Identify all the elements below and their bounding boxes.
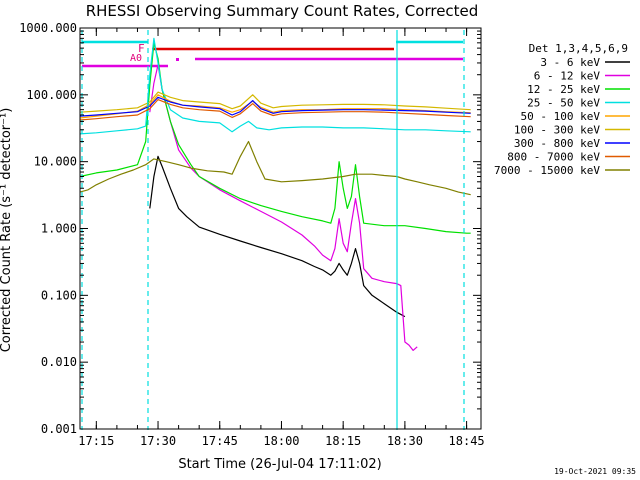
legend-label: 3 - 6 keV [540, 56, 600, 69]
y-axis-label: Corrected Count Rate (s⁻¹ detector⁻¹) [0, 108, 14, 353]
x-tick-label: 17:30 [140, 434, 176, 448]
x-tick-label: 18:15 [325, 434, 361, 448]
y-axis: 1000.000 100.000 10.000 1.000 0.100 0.010 0.00… [19, 21, 481, 436]
series-line-0 [149, 155, 406, 318]
y-tick-label: 0.001 [41, 422, 77, 436]
x-tick-label: 18:00 [263, 434, 299, 448]
legend-label: 6 - 12 keV [534, 70, 601, 83]
series-line-5 [79, 91, 471, 113]
observing-state-bands: F A0 [82, 40, 463, 68]
legend-title: Det 1,3,4,5,6,9 [529, 42, 628, 55]
series-line-8 [79, 140, 471, 196]
series-line-3 [79, 37, 471, 135]
legend-label: 50 - 100 keV [521, 110, 601, 123]
generation-timestamp: 19-Oct-2021 09:35 [554, 467, 636, 476]
y-tick-label: 0.100 [41, 288, 77, 302]
series-line-6 [79, 96, 471, 117]
x-tick-label: 18:45 [449, 434, 485, 448]
y-tick-label: 0.010 [41, 355, 77, 369]
y-tick-label: 100.000 [26, 88, 77, 102]
marker-lines [81, 30, 465, 430]
x-axis-label: Start Time (26-Jul-04 17:11:02) [178, 457, 381, 472]
chart-title: RHESSI Observing Summary Count Rates, Co… [86, 2, 479, 20]
y-tick-label: 10.000 [34, 155, 77, 169]
series-line-2 [79, 42, 471, 234]
legend-label: 100 - 300 keV [514, 124, 600, 137]
annotation-flare: F [138, 42, 145, 55]
y-tick-label: 1000.000 [19, 21, 77, 35]
legend-label: 7000 - 15000 keV [494, 164, 600, 177]
legend-label: 800 - 7000 keV [507, 151, 600, 164]
series-line-7 [79, 99, 471, 121]
x-axis: 17:15 17:30 17:45 18:00 18:15 18:30 18:45 [78, 28, 485, 448]
legend-label: 25 - 50 keV [527, 97, 600, 110]
legend-label: 12 - 25 keV [527, 83, 600, 96]
legend-label: 300 - 800 keV [514, 137, 600, 150]
y-tick-label: 1.000 [41, 222, 77, 236]
x-tick-label: 18:30 [387, 434, 423, 448]
series-group [79, 37, 471, 351]
x-tick-label: 17:15 [78, 434, 114, 448]
band-magenta-dot [176, 58, 179, 61]
series-line-1 [149, 64, 418, 351]
x-tick-label: 17:45 [202, 434, 238, 448]
annotation-attenuator: A0 [130, 53, 142, 64]
